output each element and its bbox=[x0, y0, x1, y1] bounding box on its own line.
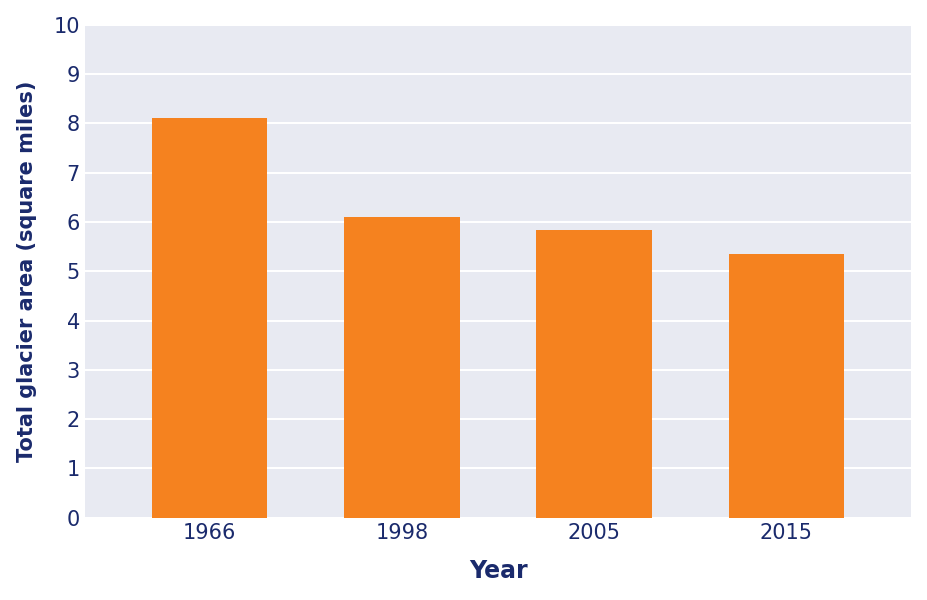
Bar bbox=[152, 118, 267, 518]
X-axis label: Year: Year bbox=[468, 559, 527, 583]
Bar bbox=[344, 217, 459, 518]
Bar bbox=[536, 230, 651, 518]
Bar bbox=[728, 254, 844, 518]
Y-axis label: Total glacier area (square miles): Total glacier area (square miles) bbox=[17, 80, 37, 462]
